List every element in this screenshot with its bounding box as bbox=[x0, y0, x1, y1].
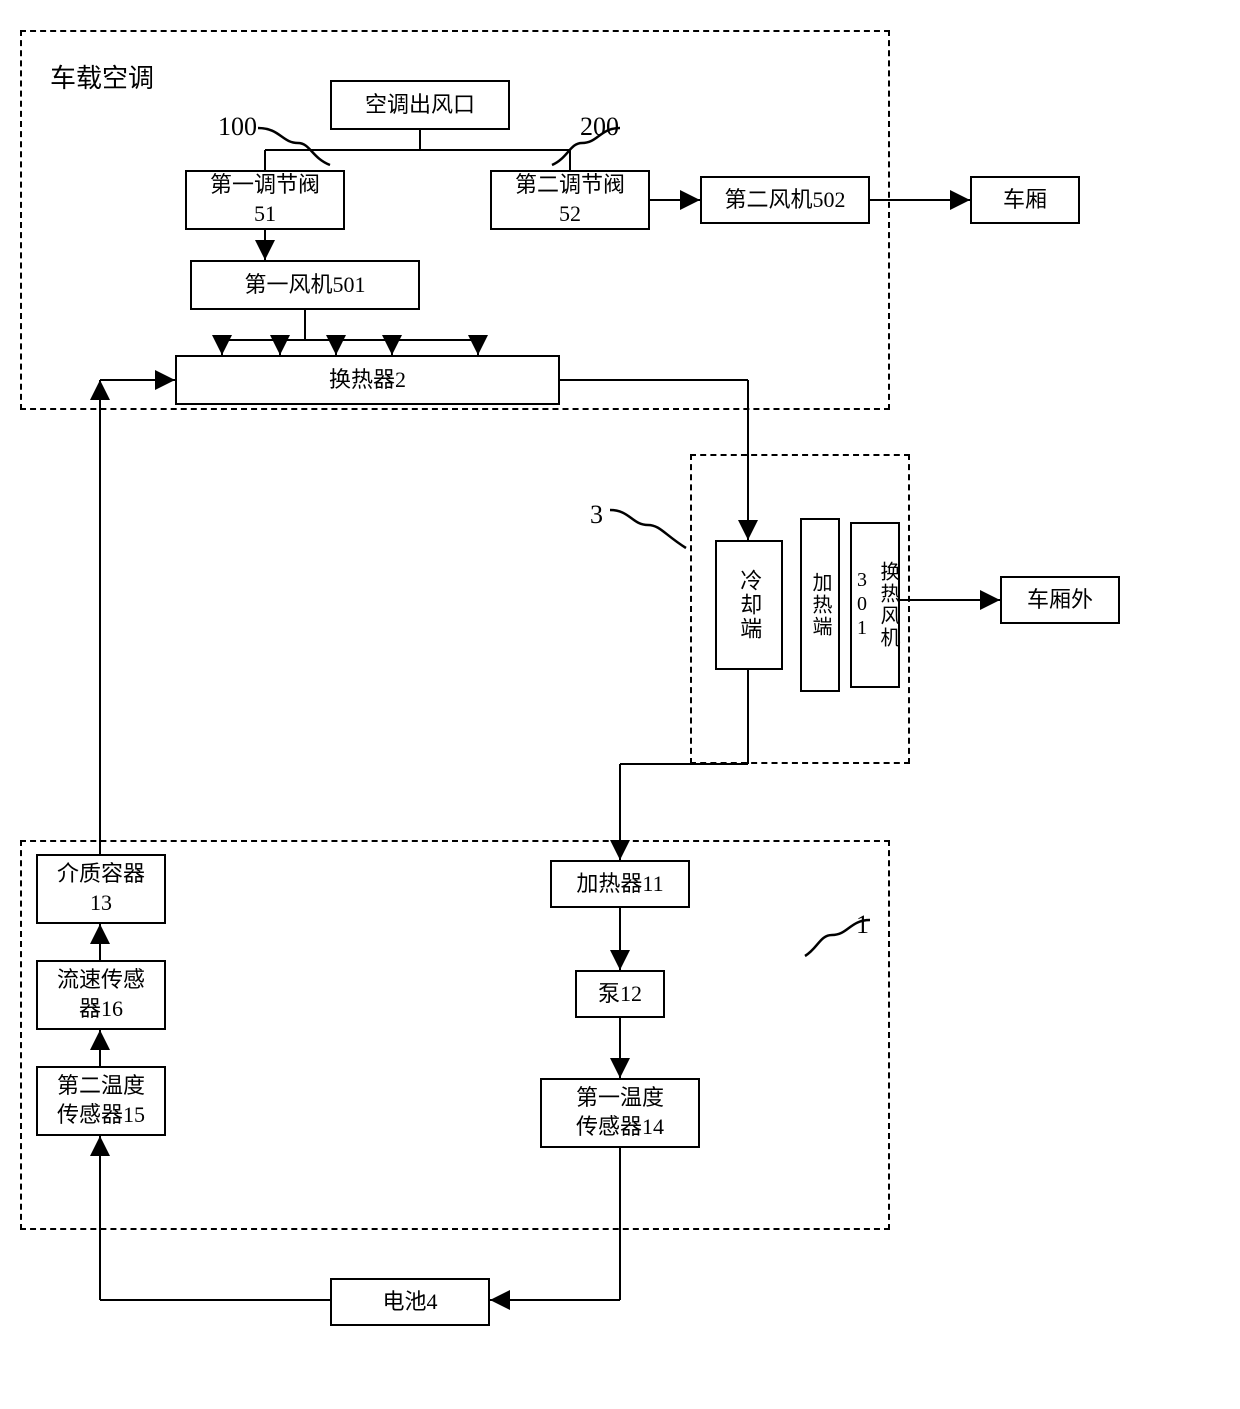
box-cabin: 车厢 bbox=[970, 176, 1080, 224]
box-out-cabin: 车厢外 bbox=[1000, 576, 1120, 624]
box-medium: 介质容器 13 bbox=[36, 854, 166, 924]
box-temp2: 第二温度 传感器15 bbox=[36, 1066, 166, 1136]
box-fan2: 第二风机502 bbox=[700, 176, 870, 224]
label-ref200: 200 bbox=[580, 112, 619, 142]
box-battery: 电池4 bbox=[330, 1278, 490, 1326]
label-ref1: 1 bbox=[856, 910, 869, 940]
box-pump: 泵12 bbox=[575, 970, 665, 1018]
box-hot-end: 加热端 bbox=[800, 518, 840, 692]
diagram-canvas: 车载空调 100 200 3 1 空调出风口 第一调节阀 51 第二调节阀 52… bbox=[0, 0, 1240, 1409]
label-ref3: 3 bbox=[590, 500, 603, 530]
box-flow: 流速传感 器16 bbox=[36, 960, 166, 1030]
label-ac-title: 车载空调 bbox=[50, 58, 154, 95]
box-heater: 加热器11 bbox=[550, 860, 690, 908]
label-ref100: 100 bbox=[218, 112, 257, 142]
box-ac-outlet: 空调出风口 bbox=[330, 80, 510, 130]
cold-end-text: 冷却端 bbox=[735, 569, 764, 641]
box-cold-end: 冷却端 bbox=[715, 540, 783, 670]
box-hx-fan: 换热风机301 bbox=[850, 522, 900, 688]
hx-fan-text: 换热风机301 bbox=[849, 528, 901, 682]
box-fan1: 第一风机501 bbox=[190, 260, 420, 310]
box-temp1: 第一温度 传感器14 bbox=[540, 1078, 700, 1148]
box-valve2: 第二调节阀 52 bbox=[490, 170, 650, 230]
box-hx2: 换热器2 bbox=[175, 355, 560, 405]
hot-end-text: 加热端 bbox=[807, 572, 833, 638]
box-valve1: 第一调节阀 51 bbox=[185, 170, 345, 230]
